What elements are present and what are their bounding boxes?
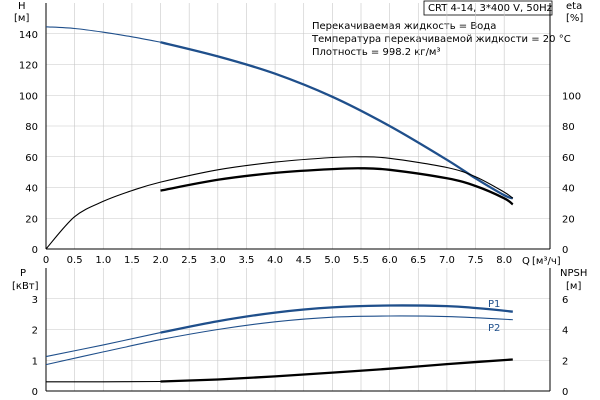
top-left-tick-label: 100 [19, 91, 38, 102]
top-left-tick-label: 20 [25, 214, 38, 225]
bottom-series-p1-thin-0 [45, 332, 161, 358]
x-tick-label: 0 [43, 255, 49, 266]
p1-label: P1 [488, 299, 500, 310]
tick-label-layer: 0 0.5 1.0 1.5 2.0 2.5 3.0 3.5 4.0 4.5 5.0 5.5 6.0 6.5… [19, 30, 581, 398]
x-tick-label: 8.0 [496, 255, 512, 266]
bottom-left-axis-label: P [20, 268, 26, 279]
x-tick-label: 7.5 [468, 255, 484, 266]
x-axis-label: Q [522, 256, 530, 267]
bottom-right-tick-label: 4 [562, 326, 568, 337]
x-tick-label: 1.5 [124, 255, 140, 266]
grid-layer [46, 3, 550, 391]
top-right-axis-label: eta [566, 1, 582, 12]
top-left-tick-label: 40 [25, 184, 38, 195]
x-tick-label: 4.0 [267, 255, 283, 266]
density-label: Плотность = 998.2 кг/м³ [312, 47, 441, 58]
liquid-label: Перекачиваемая жидкость = Вода [312, 21, 496, 32]
bottom-right-axis-unit: [м] [566, 281, 581, 292]
x-axis-unit: [м³/ч] [532, 256, 561, 267]
x-tick-label: 4.5 [296, 255, 312, 266]
bottom-right-tick-label: 6 [562, 295, 568, 306]
top-right-axis-unit: [%] [566, 13, 583, 24]
top-left-tick-label: 0 [32, 245, 38, 256]
p2-label: P2 [488, 323, 500, 334]
x-tick-label: 1.0 [95, 255, 111, 266]
top-series-thick-1 [160, 41, 514, 200]
series-layer [45, 26, 514, 383]
bottom-left-tick-label: 1 [32, 356, 38, 367]
x-tick-label: 6.0 [382, 255, 398, 266]
x-tick-label: 2.0 [153, 255, 169, 266]
x-tick-label: 0.5 [67, 255, 83, 266]
x-tick-label: 3.0 [210, 255, 226, 266]
top-right-tick-label: 20 [562, 214, 575, 225]
x-tick-label: 5.0 [324, 255, 340, 266]
bottom-left-tick-label: 0 [32, 387, 38, 398]
top-left-tick-label: 60 [25, 153, 38, 164]
top-series-thick-3 [160, 167, 514, 206]
bottom-left-tick-label: 3 [32, 295, 38, 306]
bottom-right-tick-label: 2 [562, 356, 568, 367]
bottom-series-p1-thick-1 [160, 304, 513, 334]
model-label: CRT 4-14, 3*400 V, 50Hz [428, 3, 552, 14]
bottom-series-thick-4 [160, 358, 513, 383]
bottom-right-tick-label: 0 [562, 387, 568, 398]
info-box [423, 0, 553, 16]
x-tick-label: 2.5 [181, 255, 197, 266]
top-left-tick-label: 120 [19, 61, 38, 72]
axis-layer [45, 3, 551, 392]
top-left-tick-label: 140 [19, 30, 38, 41]
top-right-tick-label: 100 [562, 91, 581, 102]
top-series-thin-2 [45, 156, 514, 250]
temperature-label: Температура перекачиваемой жидкости = 20… [311, 34, 571, 45]
top-series-thin-0 [45, 26, 161, 43]
top-left-axis-unit: [м] [14, 13, 29, 24]
top-left-tick-label: 80 [25, 122, 38, 133]
top-left-axis-label: H [18, 1, 26, 12]
x-tick-label: 5.5 [353, 255, 369, 266]
bottom-left-tick-label: 2 [32, 326, 38, 337]
x-tick-label: 3.5 [239, 255, 255, 266]
x-tick-label: 7.0 [439, 255, 455, 266]
bottom-series-p2-thin-2 [45, 315, 513, 366]
bottom-left-axis-unit: [кВт] [12, 281, 39, 292]
top-right-tick-label: 60 [562, 153, 575, 164]
top-right-tick-label: 0 [562, 245, 568, 256]
bottom-right-axis-label: NPSH [560, 268, 587, 279]
top-right-tick-label: 80 [562, 122, 575, 133]
x-tick-label: 6.5 [410, 255, 426, 266]
top-right-tick-label: 40 [562, 184, 575, 195]
